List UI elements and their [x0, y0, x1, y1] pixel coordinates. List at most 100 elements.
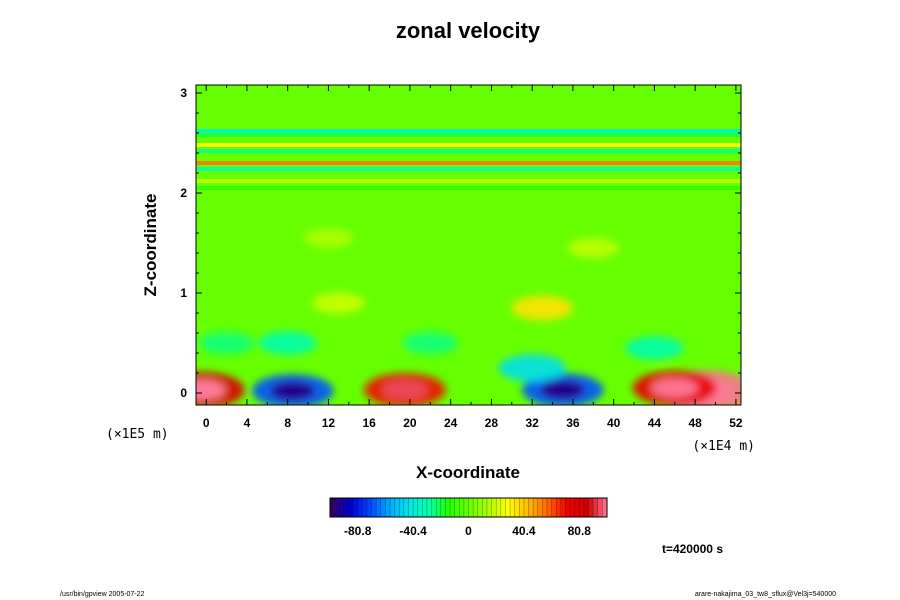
colorbar-cell [510, 498, 515, 517]
colorbar-cell [440, 498, 446, 517]
colorbar-cell [459, 498, 465, 517]
band-6 [196, 179, 741, 183]
colorbar-cell [542, 498, 548, 517]
y-tick-label-0: 0 [180, 386, 187, 400]
colorbar-cell [593, 498, 599, 517]
band-4 [196, 161, 741, 165]
colorbar-cell [546, 498, 552, 517]
colorbar-cell [376, 498, 382, 517]
feature-9 [625, 336, 684, 360]
colorbar-cell [477, 498, 483, 517]
y-tick-label-2: 2 [180, 186, 187, 200]
colorbar-cell [482, 498, 488, 517]
colorbar-cell [519, 498, 525, 517]
colorbar-cell [380, 498, 386, 517]
colorbar-cell [537, 498, 543, 517]
colorbar-cell [362, 498, 368, 517]
colorbar-cell [445, 498, 451, 517]
colorbar-cell [602, 498, 608, 517]
y-tick-label-1: 1 [180, 286, 187, 300]
footer-left: /usr/bin/gpview 2005-07-22 [60, 591, 145, 598]
colorbar-cell [413, 498, 419, 517]
colorbar-cell [371, 498, 377, 517]
feature-core-5 [540, 380, 586, 400]
colorbar-cell [450, 498, 455, 517]
plot-frame [195, 84, 742, 406]
colorbar-cell [560, 498, 566, 517]
colorbar-cell [403, 498, 409, 517]
colorbar-tick-label-1: -40.4 [399, 524, 427, 538]
colorbar-tick-label-3: 40.4 [512, 524, 536, 538]
feature-core-2 [382, 380, 428, 400]
colorbar: -80.8 -40.4 0 40.4 80.8 [329, 497, 608, 538]
y-axis-unit: (×1E5 m) [106, 427, 169, 442]
colorbar-cell [556, 498, 562, 517]
colorbar-cell [463, 498, 469, 517]
colorbar-cell [357, 498, 363, 517]
band-0 [196, 129, 741, 133]
colorbar-cell [334, 498, 340, 517]
band-7 [196, 186, 741, 190]
colorbar-ticks: -80.8 -40.4 0 40.4 80.8 [344, 524, 591, 538]
colorbar-cell [514, 498, 520, 517]
x-tick-label-12: 48 [688, 416, 702, 430]
feature-6 [498, 354, 566, 382]
colorbar-cell [385, 498, 391, 517]
colorbar-cell [565, 498, 571, 517]
colorbar-cell [523, 498, 529, 517]
x-tick-label-9: 36 [566, 416, 580, 430]
colorbar-cell [436, 498, 442, 517]
feature-11 [511, 295, 573, 321]
feature-core-1 [651, 378, 698, 398]
feature-7 [402, 331, 458, 355]
colorbar-cell [431, 498, 437, 517]
x-tick-label-13: 52 [729, 416, 743, 430]
x-tick-label-4: 16 [362, 416, 376, 430]
x-tick-label-3: 12 [322, 416, 336, 430]
colorbar-cell [348, 498, 354, 517]
colorbar-cell [366, 498, 372, 517]
colorbar-cell [417, 498, 423, 517]
colorbar-cell [551, 498, 557, 517]
band-3 [196, 149, 741, 153]
x-tick-label-10: 40 [607, 416, 621, 430]
x-tick-label-0: 0 [203, 416, 210, 430]
colorbar-cell [454, 498, 460, 517]
x-tick-label-7: 28 [485, 416, 499, 430]
time-label: t=420000 s [662, 542, 723, 556]
x-tick-label-5: 20 [403, 416, 417, 430]
colorbar-cell [496, 498, 502, 517]
colorbar-cell [390, 498, 395, 517]
x-tick-label-8: 32 [525, 416, 539, 430]
y-axis-label: Z-coordinate [141, 194, 160, 297]
colorbar-tick-label-4: 80.8 [568, 524, 592, 538]
colorbar-cell [491, 498, 497, 517]
colorbar-cell [343, 498, 349, 517]
colorbar-cell [353, 498, 358, 517]
colorbar-cell [330, 498, 335, 517]
x-axis-label: X-coordinate [416, 463, 520, 482]
feature-8 [258, 331, 317, 355]
colorbar-cells [329, 498, 608, 517]
colorbar-cell [597, 498, 603, 517]
colorbar-cell [500, 498, 506, 517]
band-5 [196, 167, 741, 171]
y-axis: 0 1 2 3 [180, 86, 741, 400]
x-tick-label-6: 24 [444, 416, 458, 430]
feature-core-3 [196, 380, 226, 400]
x-tick-label-11: 44 [648, 416, 662, 430]
band-layer [196, 129, 741, 190]
colorbar-cell [583, 498, 589, 517]
feature-10 [198, 331, 255, 355]
feature-13 [567, 237, 619, 259]
colorbar-cell [399, 498, 405, 517]
feature-12 [312, 292, 365, 314]
colorbar-tick-label-2: 0 [465, 524, 472, 538]
colorbar-cell [473, 498, 479, 517]
colorbar-tick-label-0: -80.8 [344, 524, 372, 538]
x-tick-label-2: 8 [284, 416, 291, 430]
colorbar-cell [588, 498, 594, 517]
band-1 [196, 133, 741, 137]
